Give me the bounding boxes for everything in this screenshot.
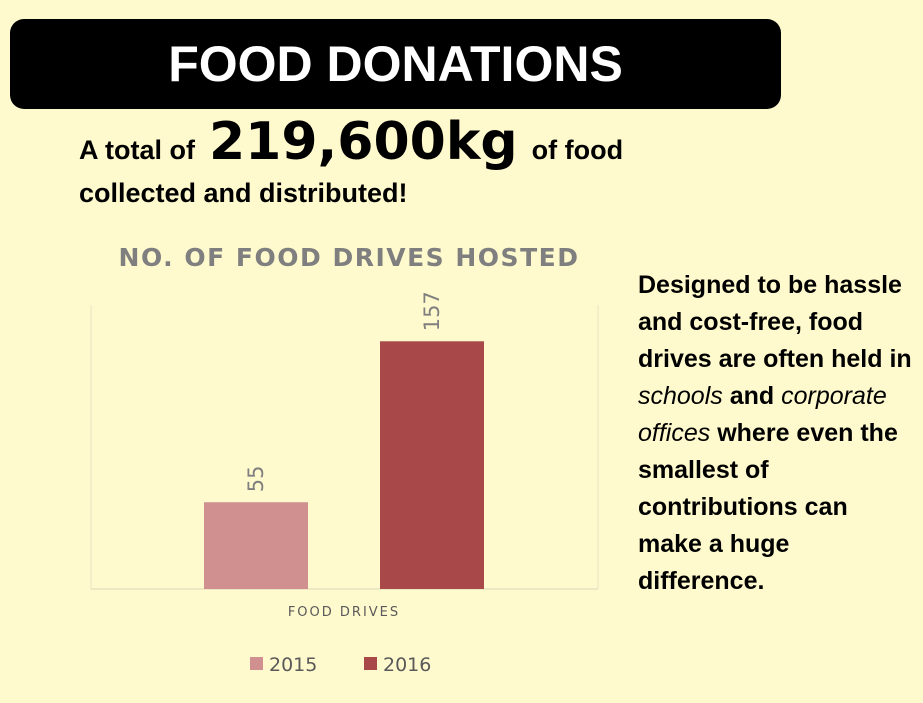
headline-prefix: A total of [79, 135, 195, 165]
data-label-2015: 55 [244, 465, 268, 492]
headline-line-2: collected and distributed! [79, 178, 408, 208]
page-title: FOOD DONATIONS [168, 36, 623, 92]
data-label-2016: 157 [420, 291, 444, 331]
chart-legend: 2015 2016 [250, 654, 431, 676]
headline-amount: 219,600kg [208, 112, 518, 172]
side-text-schools: schools [638, 382, 723, 410]
side-text-and: and [729, 382, 775, 410]
chart-title: NO. OF FOOD DRIVES HOSTED [119, 243, 580, 272]
bar-2016 [380, 341, 484, 589]
side-description: Designed to be hassle and cost-free, foo… [638, 267, 918, 600]
headline-suffix: of food [531, 135, 624, 165]
side-text-part-2: where even the smallest of contributions… [638, 419, 898, 595]
legend-swatch-2015 [250, 657, 263, 670]
side-text-part-1: Designed to be hassle and cost-free, foo… [638, 271, 912, 373]
title-banner: FOOD DONATIONS [10, 19, 781, 109]
legend-label-2016: 2016 [383, 654, 431, 676]
legend-label-2015: 2015 [269, 654, 317, 676]
headline: A total of 219,600kg of food collected a… [79, 112, 699, 209]
bar-2015 [204, 502, 308, 589]
side-text-corporate: corporate offices [638, 382, 887, 447]
bars-group: 55 157 [204, 291, 484, 589]
headline-line-1: A total of 219,600kg of food [79, 112, 699, 176]
legend-swatch-2016 [364, 657, 377, 670]
x-axis-category-label: FOOD DRIVES [288, 605, 400, 620]
